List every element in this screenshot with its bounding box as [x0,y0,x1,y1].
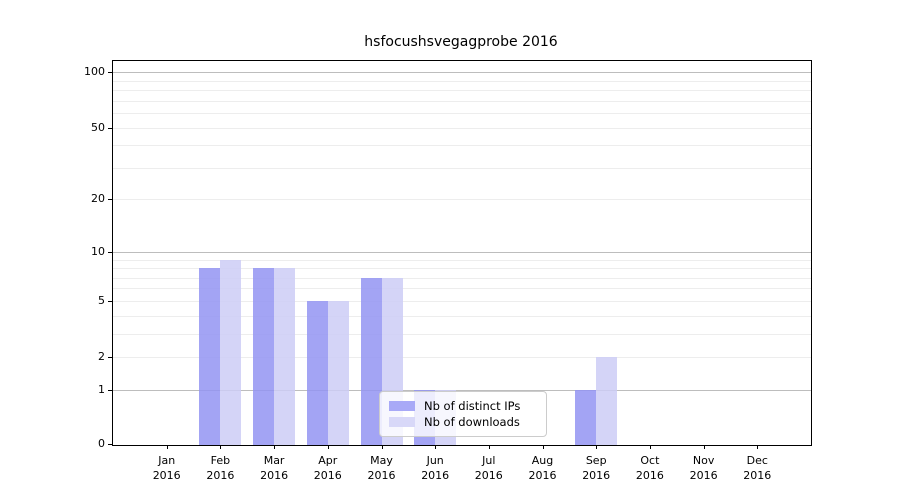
gridline-minor [113,199,811,201]
bar-nb-of-downloads [327,300,349,445]
x-tick-mark [220,445,222,449]
x-tick-label: Sep 2016 [582,454,611,482]
y-tick-mark [108,357,112,358]
x-tick-mark [649,445,651,449]
x-tick-label: Dec 2016 [743,454,772,482]
y-tick-label: 1 [98,382,105,396]
x-tick-mark [274,445,276,449]
gridline-minor [113,300,811,302]
y-tick-mark [108,199,112,201]
gridline-major [113,72,811,74]
y-tick-label: 0 [98,437,105,450]
x-tick-label: Jul 2016 [474,454,503,482]
gridline-minor [113,288,811,290]
y-tick-label: 20 [91,192,105,206]
y-tick-label: 5 [98,293,105,307]
gridline-minor [113,315,811,317]
x-tick-label: Jan 2016 [152,454,181,482]
x-tick-mark [542,445,544,449]
gridline-minor [113,357,811,358]
x-tick-label: Jun 2016 [421,454,450,482]
x-tick-label: May 2016 [367,454,396,482]
gridline-minor [113,127,811,129]
y-tick-mark [108,444,112,445]
legend-item: Nb of distinct IPs [389,398,537,414]
x-tick-mark [327,445,329,449]
y-tick-label: 100 [84,65,105,79]
y-tick-mark [108,72,112,74]
chart-title: hsfocushsvegagprobe 2016 [364,34,558,50]
bar-nb-of-distinct-ips [306,300,328,445]
y-tick-label: 10 [91,244,105,258]
bar-nb-of-downloads [274,268,296,445]
x-tick-mark [488,445,490,449]
y-tick-label: 2 [98,350,105,363]
gridline-minor [113,259,811,261]
y-tick-mark [108,251,112,253]
gridline-minor [113,333,811,335]
bar-nb-of-downloads [220,259,242,445]
y-tick-label: 50 [91,120,105,134]
bar-nb-of-distinct-ips [575,389,597,445]
x-tick-mark [757,445,759,449]
gridline-minor [113,167,811,169]
x-tick-label: Nov 2016 [689,454,718,482]
y-tick-mark [108,127,112,129]
legend-item: Nb of downloads [389,414,537,430]
legend: Nb of distinct IPs Nb of downloads [379,391,547,437]
x-tick-label: Feb 2016 [206,454,235,482]
bar-nb-of-downloads [596,357,618,445]
gridline-major [113,251,811,253]
plot-area: 0 1 2 5 10 20 50 100 Jan 2016 Feb 2016 Mar 2016 Apr… [84,60,812,482]
x-tick-label: Apr 2016 [313,454,342,482]
gridline-minor [113,80,811,82]
x-tick-mark [703,445,705,449]
x-tick-mark [435,445,437,449]
y-tick-mark [108,300,112,302]
gridline-minor [113,90,811,92]
bar-nb-of-distinct-ips [360,277,382,445]
gridline-major [113,389,811,391]
x-tick-label: Oct 2016 [635,454,664,482]
legend-swatch-nb-of-distinct-ips [389,401,415,411]
y-tick-mark [108,389,112,391]
x-tick-label: Mar 2016 [260,454,289,482]
gridline-minor [113,145,811,147]
x-tick-mark [596,445,598,449]
gridline-minor [113,100,811,102]
bar-nb-of-distinct-ips [199,268,221,445]
gridline-minor [113,277,811,279]
gridline-minor [113,113,811,114]
bar-nb-of-distinct-ips [253,268,275,445]
x-tick-mark [381,445,383,449]
x-tick-mark [166,445,168,449]
legend-label: Nb of distinct IPs [424,399,521,413]
legend-swatch-nb-of-downloads [389,417,415,427]
gridline-minor [113,268,811,269]
legend-label: Nb of downloads [424,415,520,429]
x-tick-label: Aug 2016 [528,454,557,482]
